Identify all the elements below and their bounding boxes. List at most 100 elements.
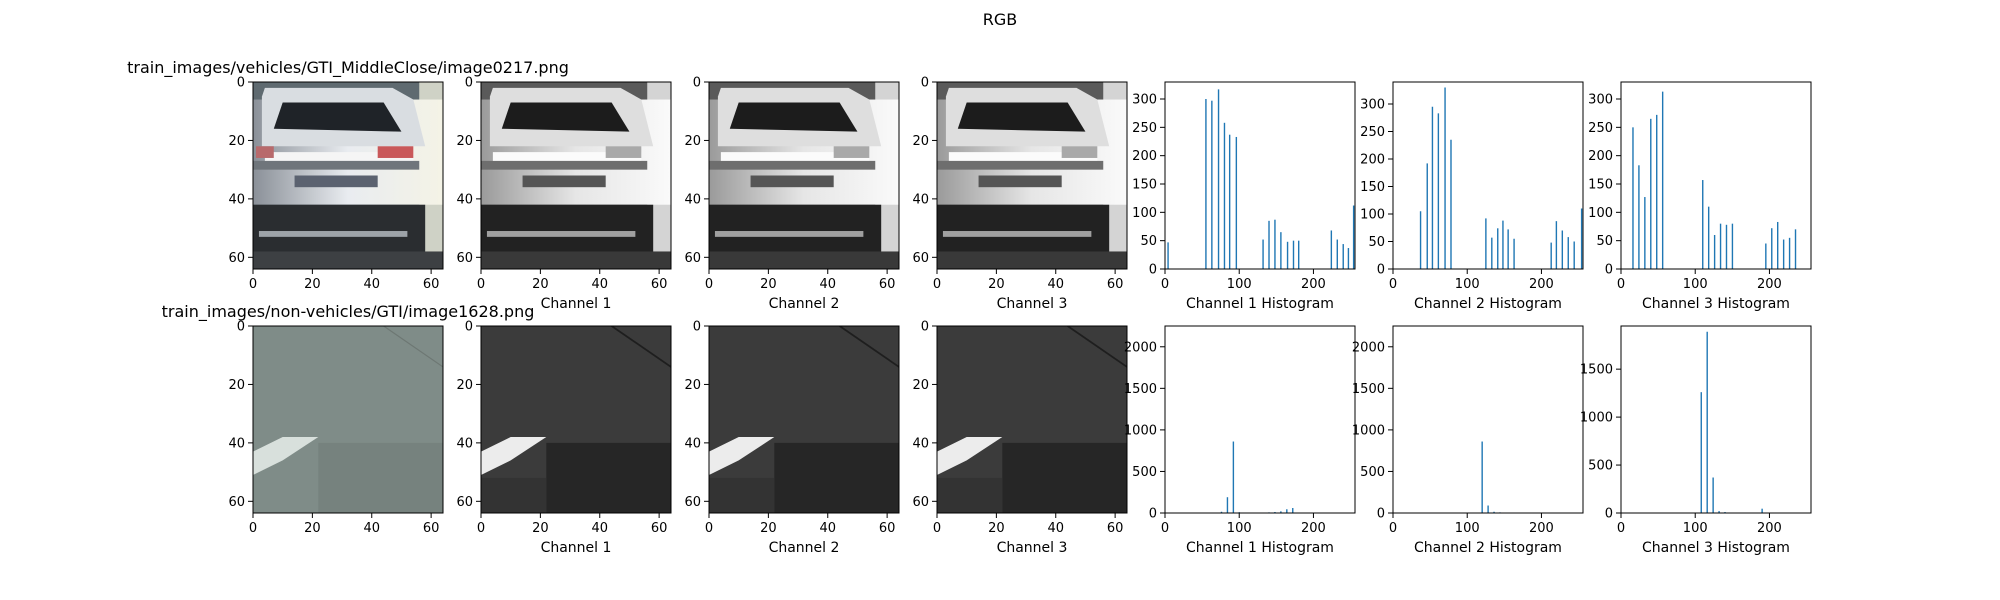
- histogram-bar: [1656, 114, 1658, 269]
- y-tick-label: 0: [693, 320, 701, 335]
- y-tick-label: 150: [1132, 178, 1157, 193]
- x-tick-label: 200: [1757, 521, 1782, 536]
- y-tick-label: 0: [1605, 507, 1613, 522]
- subplot-1-1: 0 20 40 60 0 20 40 60 train_images/vehicles/GTI_…: [127, 58, 569, 292]
- y-tick-label: 50: [1140, 234, 1157, 249]
- y-tick-label: 40: [684, 436, 701, 451]
- y-tick-label: 60: [912, 251, 929, 266]
- histogram-bar: [1788, 237, 1791, 269]
- x-tick-label: 100: [1227, 521, 1252, 536]
- y-tick-label: 200: [1360, 153, 1385, 168]
- histogram-bar: [1205, 99, 1207, 269]
- x-tick-label: 40: [1047, 521, 1064, 536]
- histogram-bar: [1782, 239, 1785, 269]
- histogram-bar: [1292, 240, 1295, 269]
- x-axis-label: Channel 2 Histogram: [1414, 540, 1562, 556]
- histogram-bar: [1485, 218, 1487, 269]
- histogram-bar: [1700, 392, 1702, 513]
- y-tick-label: 0: [465, 320, 473, 335]
- x-tick-label: 20: [532, 277, 549, 292]
- subplot-2-3: 0 20 40 60 0 20 40 60 Channel 2: [684, 320, 900, 556]
- histogram-bar: [1561, 230, 1564, 269]
- x-tick-label: 200: [1301, 521, 1326, 536]
- y-tick-label: 20: [228, 134, 245, 149]
- histogram-bar: [1431, 106, 1434, 269]
- x-tick-label: 0: [1161, 521, 1169, 536]
- y-tick-label: 100: [1588, 206, 1613, 221]
- y-tick-label: 0: [693, 76, 701, 91]
- x-tick-label: 60: [651, 521, 668, 536]
- histogram-bar: [1280, 232, 1282, 269]
- image-1-3: [709, 82, 899, 269]
- histogram-bars: [1481, 441, 1507, 513]
- histogram-bar: [1437, 113, 1440, 269]
- axes-frame: [1164, 325, 1356, 514]
- x-axis-label: Channel 2: [769, 540, 840, 556]
- axes-frame: [252, 325, 444, 514]
- x-tick-label: 40: [819, 277, 836, 292]
- histogram-bar: [1706, 331, 1708, 513]
- histogram-bar: [1292, 508, 1294, 513]
- histogram-bar: [1638, 165, 1640, 269]
- y-tick-label: 40: [456, 436, 473, 451]
- y-tick-label: 500: [1132, 465, 1157, 480]
- histogram-bar: [1419, 211, 1422, 269]
- axes-frame: [480, 81, 672, 270]
- subplot-title: train_images/non-vehicles/GTI/image1628.…: [162, 302, 535, 322]
- y-tick-label: 0: [1149, 507, 1157, 522]
- y-tick-label: 0: [465, 76, 473, 91]
- y-tick-label: 1000: [1352, 423, 1385, 438]
- histogram-bar: [1650, 118, 1652, 269]
- y-tick-label: 50: [1596, 234, 1613, 249]
- y-tick-label: 100: [1360, 208, 1385, 223]
- y-tick-label: 250: [1360, 125, 1385, 140]
- histogram-bar: [1567, 237, 1569, 269]
- x-axis-label: Channel 2 Histogram: [1414, 296, 1562, 312]
- x-tick-label: 0: [705, 277, 713, 292]
- x-tick-label: 0: [933, 521, 941, 536]
- y-tick-label: 250: [1132, 121, 1157, 136]
- x-axis-label: Channel 1: [541, 540, 612, 556]
- x-tick-label: 0: [705, 521, 713, 536]
- histogram-bar: [1336, 239, 1338, 269]
- histogram-bar: [1771, 228, 1773, 269]
- axes-frame: [252, 81, 444, 270]
- histogram-bars: [1220, 441, 1294, 513]
- histogram-bar: [1481, 441, 1483, 513]
- y-tick-label: 60: [456, 495, 473, 510]
- x-tick-label: 0: [477, 521, 485, 536]
- histogram-bar: [1702, 180, 1704, 269]
- image-2-3: [709, 326, 899, 513]
- x-tick-label: 40: [591, 521, 608, 536]
- histogram-bar: [1497, 228, 1499, 269]
- x-tick-label: 0: [1617, 277, 1625, 292]
- histogram-bar: [1211, 100, 1213, 269]
- y-tick-label: 500: [1588, 459, 1613, 474]
- histogram-bar: [1493, 511, 1495, 513]
- histogram-bar: [1286, 241, 1289, 269]
- x-axis-label: Channel 1: [541, 296, 612, 312]
- histogram-bar: [1713, 235, 1716, 269]
- y-tick-label: 20: [684, 134, 701, 149]
- x-tick-label: 100: [1455, 521, 1480, 536]
- y-tick-label: 40: [912, 436, 929, 451]
- x-tick-label: 0: [1617, 521, 1625, 536]
- x-tick-label: 20: [988, 521, 1005, 536]
- histogram-bar: [1513, 238, 1515, 269]
- y-tick-label: 150: [1588, 178, 1613, 193]
- x-tick-label: 60: [1107, 521, 1124, 536]
- histogram-bar: [1268, 220, 1270, 269]
- x-axis-label: Channel 1 Histogram: [1186, 296, 1334, 312]
- x-tick-label: 0: [1161, 277, 1169, 292]
- x-tick-label: 20: [532, 521, 549, 536]
- x-tick-label: 200: [1529, 277, 1554, 292]
- histogram-bar: [1217, 89, 1220, 269]
- axes-frame: [1620, 325, 1812, 514]
- image-1-4: [937, 82, 1127, 269]
- histogram-bars: [1167, 89, 1355, 269]
- subplot-1-3: 0 20 40 60 0 20 40 60 Channel 2: [684, 76, 900, 312]
- x-tick-label: 100: [1683, 277, 1708, 292]
- y-tick-label: 40: [228, 192, 245, 207]
